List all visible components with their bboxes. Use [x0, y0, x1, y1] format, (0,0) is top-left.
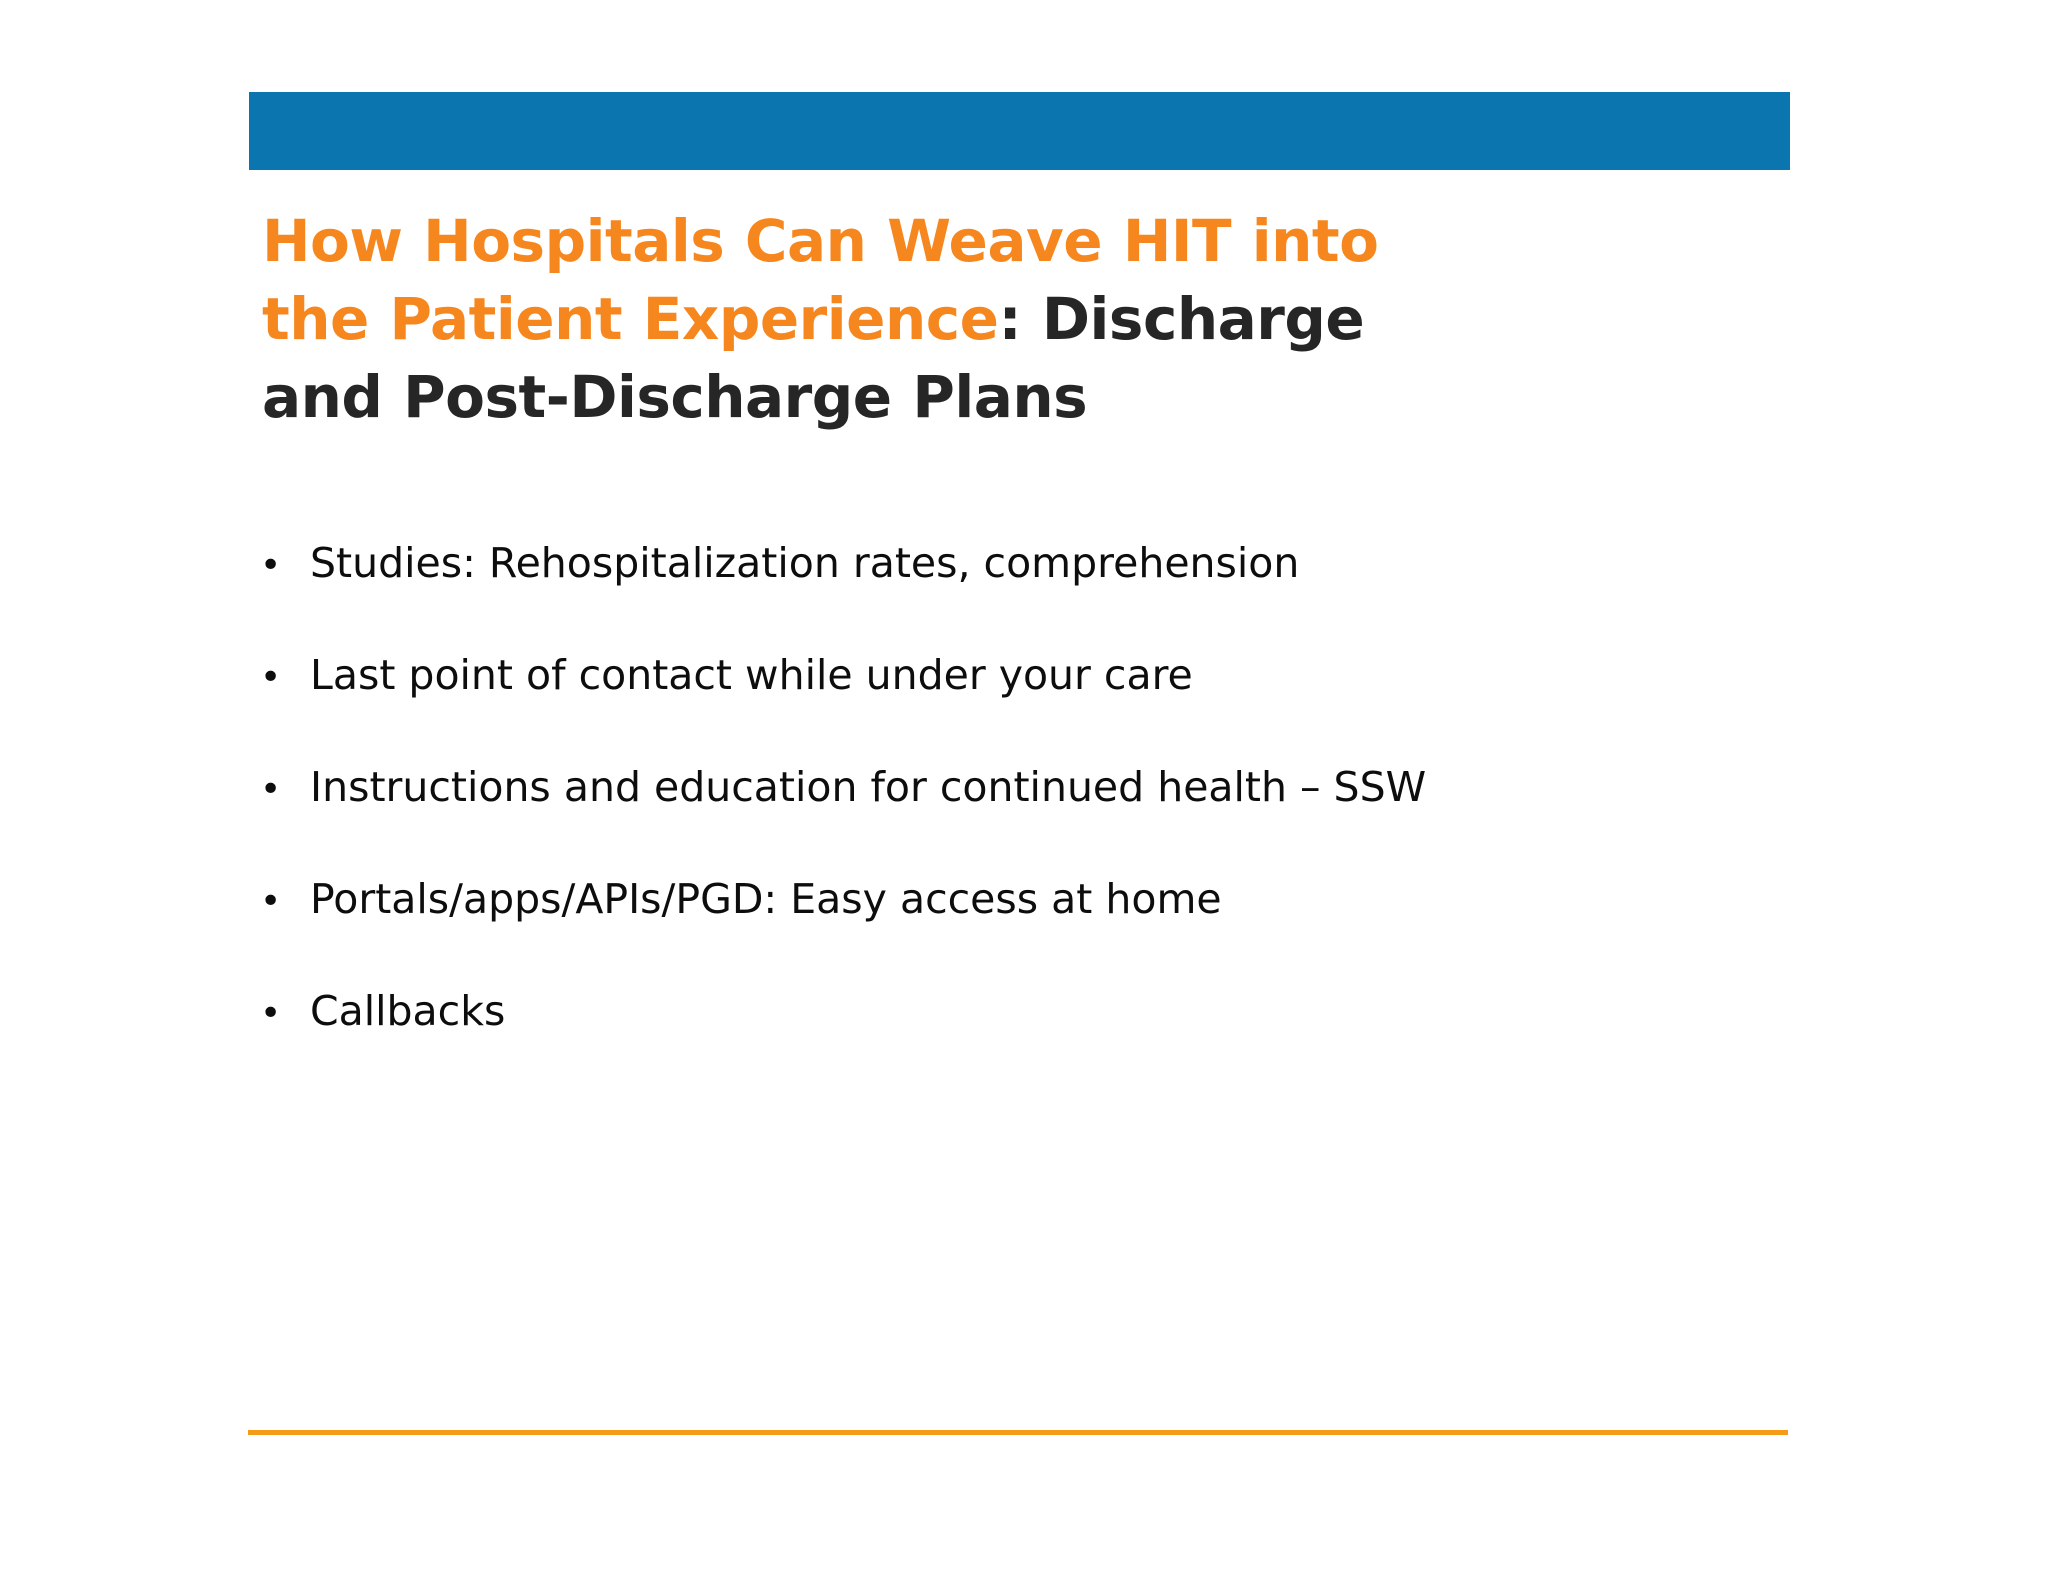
bullet-list: • Studies: Rehospitalization rates, comp…: [250, 539, 1810, 1100]
title-line-1-accent: How Hospitals Can Weave HIT into: [262, 207, 1379, 275]
list-item: • Instructions and education for continu…: [250, 763, 1810, 876]
list-item: • Studies: Rehospitalization rates, comp…: [250, 539, 1810, 652]
list-item-label: Last point of contact while under your c…: [310, 651, 1193, 699]
bullet-dot-icon: •: [260, 657, 282, 698]
list-item: • Last point of contact while under your…: [250, 651, 1810, 764]
list-item-label: Instructions and education for continued…: [310, 763, 1427, 811]
title-line-3-dark: and Post-Discharge Plans: [262, 363, 1088, 431]
bullet-dot-icon: •: [260, 881, 282, 922]
bullet-dot-icon: •: [260, 769, 282, 810]
list-item-label: Portals/apps/APIs/PGD: Easy access at ho…: [310, 875, 1222, 923]
bullet-dot-icon: •: [260, 993, 282, 1034]
title-line-2-accent: the Patient Experience: [262, 285, 999, 353]
title-line-2-dark: : Discharge: [998, 285, 1365, 353]
list-item-label: Studies: Rehospitalization rates, compre…: [310, 539, 1300, 587]
slide-title: How Hospitals Can Weave HIT into the Pat…: [262, 202, 1562, 436]
list-item-label: Callbacks: [310, 987, 506, 1035]
list-item: • Callbacks: [250, 987, 1810, 1100]
bullet-dot-icon: •: [260, 545, 282, 586]
footer-divider-rule: [248, 1430, 1788, 1435]
header-banner-bar: [249, 92, 1790, 170]
list-item: • Portals/apps/APIs/PGD: Easy access at …: [250, 875, 1810, 988]
